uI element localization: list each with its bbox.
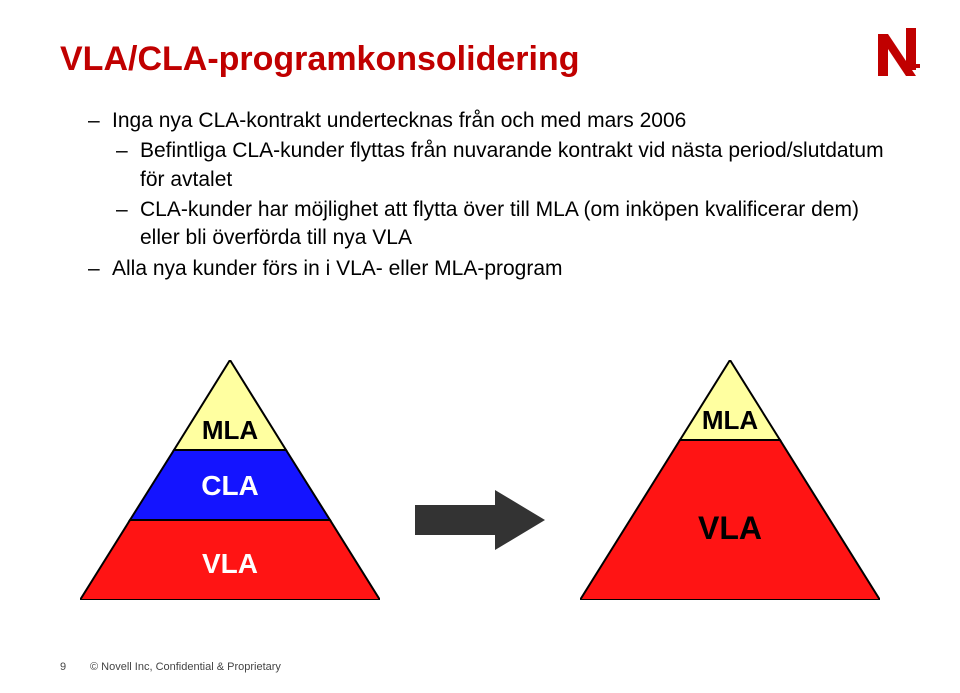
right-tri-label-mla: MLA [580,405,880,436]
bullet-list: –Inga nya CLA-kontrakt undertecknas från… [88,107,900,283]
slide-title: VLA/CLA-programkonsolidering [60,40,900,79]
left-tri-label-cla: CLA [80,470,380,502]
right-tri-label-vla: VLA [580,510,880,547]
left-tri-label-mla: MLA [80,415,380,446]
right-triangle [580,360,880,600]
slide: VLA/CLA-programkonsolidering –Inga nya C… [0,0,960,693]
diagram: MLA CLA VLA MLA VLA [0,360,960,620]
footer: 9 © Novell Inc, Confidential & Proprieta… [60,661,281,673]
copyright-text: © Novell Inc, Confidential & Proprietary [90,661,281,673]
left-tri-label-vla: VLA [80,548,380,580]
bullet-item: –Befintliga CLA-kunder flyttas från nuva… [88,137,900,194]
bullet-text: Alla nya kunder förs in i VLA- eller MLA… [112,255,900,283]
arrow-icon [415,490,545,550]
bullet-text: Inga nya CLA-kontrakt undertecknas från … [112,107,900,135]
bullet-text: CLA-kunder har möjlighet att flytta över… [140,196,900,253]
bullet-item: –Inga nya CLA-kontrakt undertecknas från… [88,107,900,135]
bullet-item: –Alla nya kunder förs in i VLA- eller ML… [88,255,900,283]
novell-n-logo [878,28,920,81]
bullet-text: Befintliga CLA-kunder flyttas från nuvar… [140,137,900,194]
page-number: 9 [60,661,90,673]
bullet-item: –CLA-kunder har möjlighet att flytta öve… [88,196,900,253]
